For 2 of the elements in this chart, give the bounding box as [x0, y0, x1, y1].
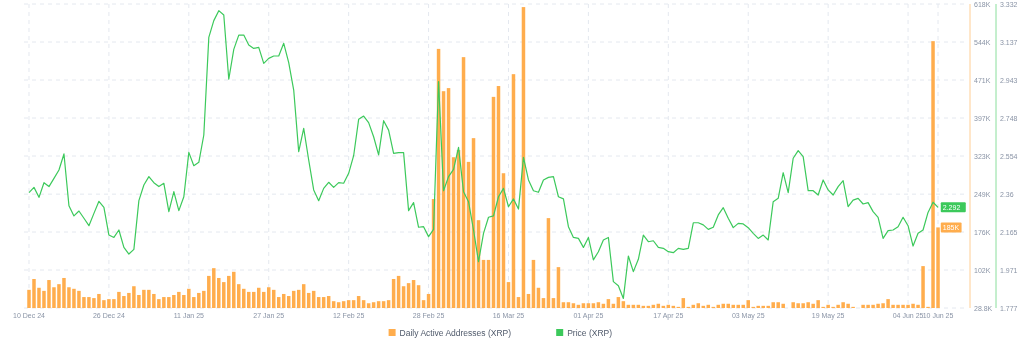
- legend-label: Price (XRP): [567, 327, 613, 338]
- legend-label: Daily Active Addresses (XRP): [399, 327, 512, 338]
